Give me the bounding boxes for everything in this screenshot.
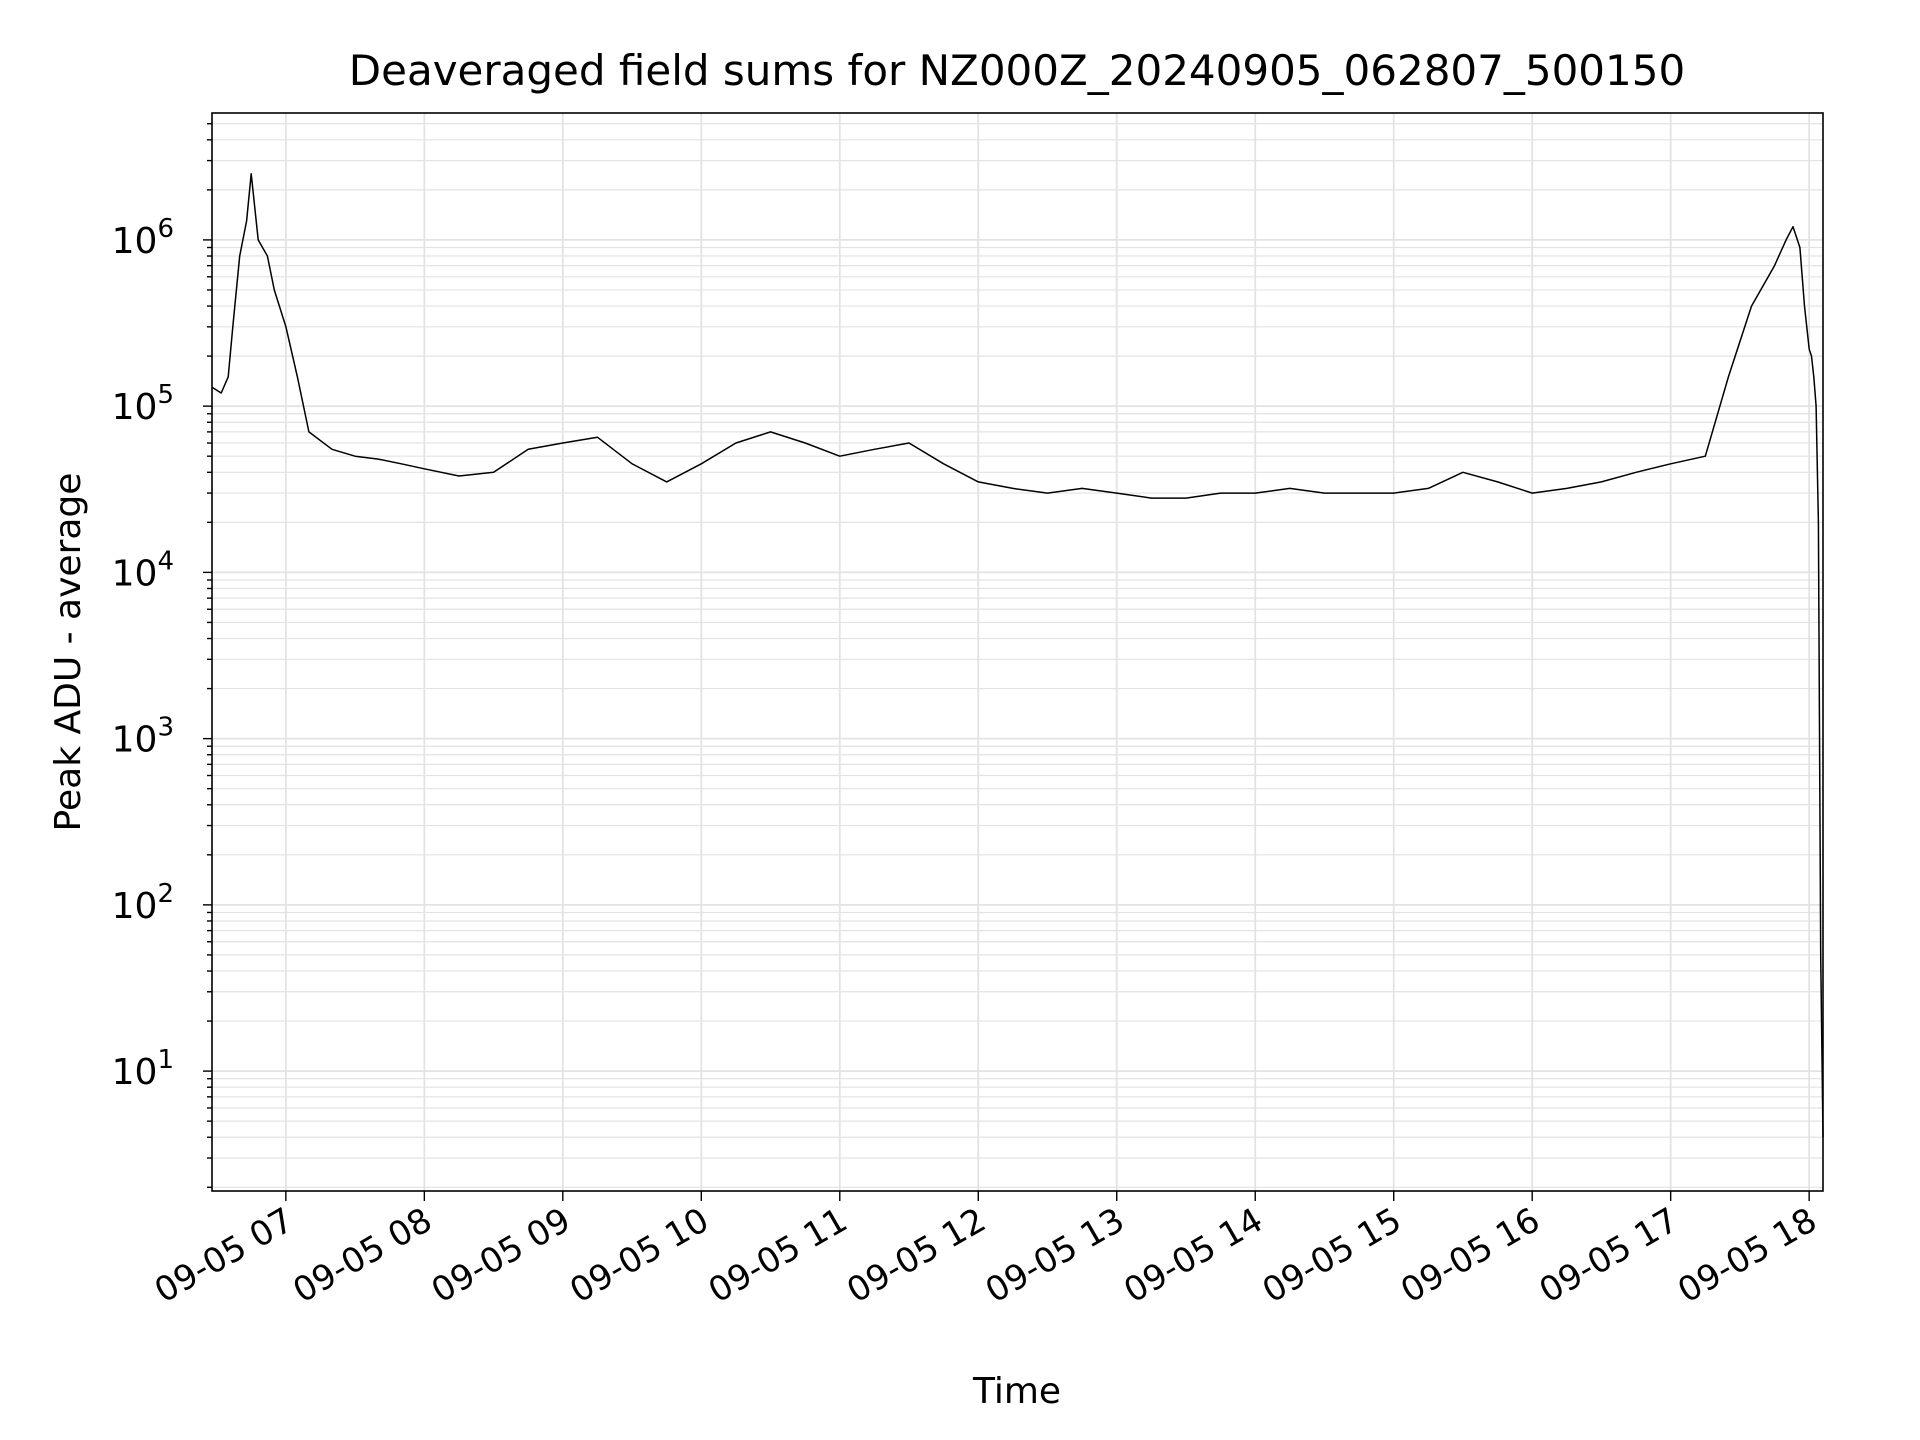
plot-frame [211,112,1824,1192]
series-layer [211,173,1824,1138]
x-axis-label: Time [972,1371,1061,1412]
y-tick-label-base: 10 [112,553,158,594]
y-tick-label-base: 10 [112,387,158,428]
y-tick-label: 101 [112,1045,174,1093]
y-tick-label-exponent: 4 [157,546,174,576]
chart-title: Deaveraged field sums for NZ000Z_2024090… [349,46,1685,95]
grid-layer [212,113,1823,1191]
y-tick-label: 105 [112,380,174,428]
y-tick-label-base: 10 [112,221,158,262]
y-tick-label-exponent: 1 [157,1045,174,1075]
y-tick-label: 102 [112,879,174,927]
y-tick-label-base: 10 [112,1052,158,1093]
y-tick-label-base: 10 [112,886,158,927]
y-tick-label-exponent: 5 [157,380,174,410]
data-line [211,173,1824,1138]
y-tick-label-base: 10 [112,720,158,761]
y-tick-label-exponent: 2 [157,879,174,909]
y-tick-label: 104 [112,546,174,594]
y-tick-label-exponent: 3 [157,713,174,743]
y-tick-label: 103 [112,713,174,761]
y-tick-label-exponent: 6 [157,214,174,244]
y-tick-label: 106 [112,214,174,262]
y-axis-label: Peak ADU - average [48,473,89,832]
